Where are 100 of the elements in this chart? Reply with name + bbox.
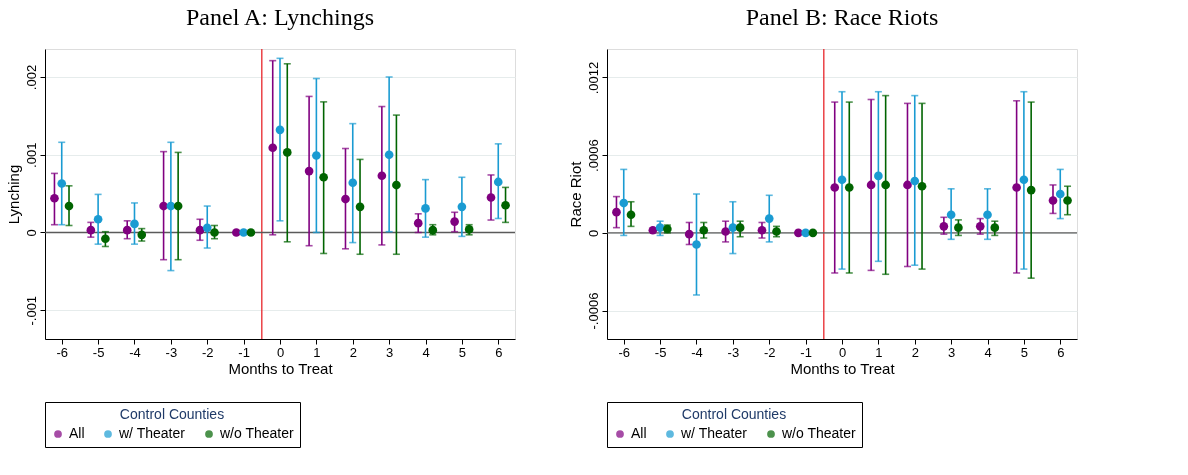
chart-title: Panel B: Race Riots: [745, 4, 939, 31]
point: [881, 180, 890, 190]
y-tick-label: 0: [585, 229, 601, 237]
y-tick-label: -.001: [23, 295, 39, 326]
point: [699, 225, 709, 235]
x-tick-label: 3: [948, 344, 956, 360]
point: [173, 201, 183, 211]
point: [210, 228, 219, 237]
x-tick-label: 0: [838, 344, 847, 360]
x-tick-label: -4: [129, 344, 141, 360]
x-tick-label: -3: [165, 344, 178, 360]
point: [384, 150, 394, 160]
point: [493, 177, 503, 187]
point: [830, 183, 840, 192]
x-tick-label: -5: [654, 344, 667, 360]
x-tick-label: -3: [727, 344, 740, 360]
point: [1019, 175, 1029, 185]
point: [757, 225, 767, 235]
point: [195, 225, 205, 235]
legend-label: All: [69, 425, 85, 441]
point: [130, 219, 139, 229]
x-tick-label: 5: [458, 344, 467, 360]
point: [626, 210, 636, 220]
point: [844, 183, 854, 192]
point: [794, 228, 803, 238]
x-tick-label: -2: [763, 344, 776, 360]
point: [101, 234, 110, 244]
point: [457, 202, 467, 212]
point: [348, 178, 358, 188]
y-axis-title: Race Riot: [566, 160, 584, 228]
point: [946, 210, 956, 220]
x-tick-label: 4: [984, 344, 992, 360]
x-tick-label: -1: [800, 344, 812, 360]
point: [1063, 196, 1072, 205]
legend-label: All: [631, 425, 647, 441]
point: [801, 228, 810, 238]
y-tick-label: 0: [23, 229, 39, 237]
point: [808, 228, 818, 238]
point: [917, 181, 927, 191]
y-tick-label: -.0006: [585, 292, 601, 330]
point: [903, 180, 912, 190]
point: [721, 227, 730, 236]
point: [910, 176, 920, 186]
y-tick-label: .002: [23, 64, 39, 91]
point: [122, 225, 132, 235]
point: [202, 223, 212, 233]
y-axis-title: Lynching: [4, 164, 22, 225]
point: [275, 125, 285, 135]
x-axis-title: Months to Treat: [790, 359, 896, 377]
legend-label: w/o Theater: [781, 425, 857, 441]
point: [866, 180, 876, 190]
x-tick-label: 0: [276, 344, 285, 360]
x-tick-label: -1: [238, 344, 250, 360]
x-tick-label: -2: [201, 344, 214, 360]
x-tick-label: 3: [386, 344, 394, 360]
point: [137, 230, 147, 240]
x-tick-label: -6: [56, 344, 69, 360]
point: [239, 228, 248, 237]
point: [1012, 183, 1021, 192]
point: [319, 172, 328, 182]
point: [246, 228, 256, 237]
point: [735, 223, 745, 232]
point: [684, 229, 694, 239]
point: [312, 151, 321, 160]
point: [392, 180, 401, 190]
point: [939, 222, 949, 231]
chart-title: Panel A: Lynchings: [186, 4, 374, 31]
y-tick-label: .001: [23, 142, 39, 168]
x-tick-label: -4: [691, 344, 703, 360]
x-tick-label: 1: [875, 344, 883, 360]
legend-title: Control Counties: [119, 406, 225, 422]
point: [355, 202, 365, 212]
legend-label: w/ Theater: [680, 425, 748, 441]
y-tick-label: .0012: [585, 61, 601, 95]
point: [377, 171, 387, 181]
x-tick-label: 1: [313, 344, 321, 360]
x-tick-label: -6: [618, 344, 631, 360]
point: [57, 179, 67, 188]
point: [93, 214, 103, 224]
point: [1055, 189, 1065, 199]
point: [983, 210, 992, 220]
y-tick-label: .0006: [585, 139, 601, 172]
point: [975, 222, 985, 231]
x-tick-label: 5: [1020, 344, 1029, 360]
legend-label: w/o Theater: [219, 425, 295, 441]
point: [990, 223, 1000, 232]
x-tick-label: 2: [911, 344, 919, 360]
point: [413, 218, 423, 228]
x-tick-label: 6: [1057, 344, 1065, 360]
point: [764, 214, 774, 223]
point: [954, 223, 963, 232]
point: [874, 171, 883, 181]
point: [304, 166, 314, 176]
point: [232, 228, 241, 237]
point: [421, 204, 430, 213]
point: [837, 175, 847, 185]
point: [728, 223, 738, 232]
point: [692, 240, 701, 249]
point: [50, 193, 59, 203]
point: [501, 200, 510, 210]
